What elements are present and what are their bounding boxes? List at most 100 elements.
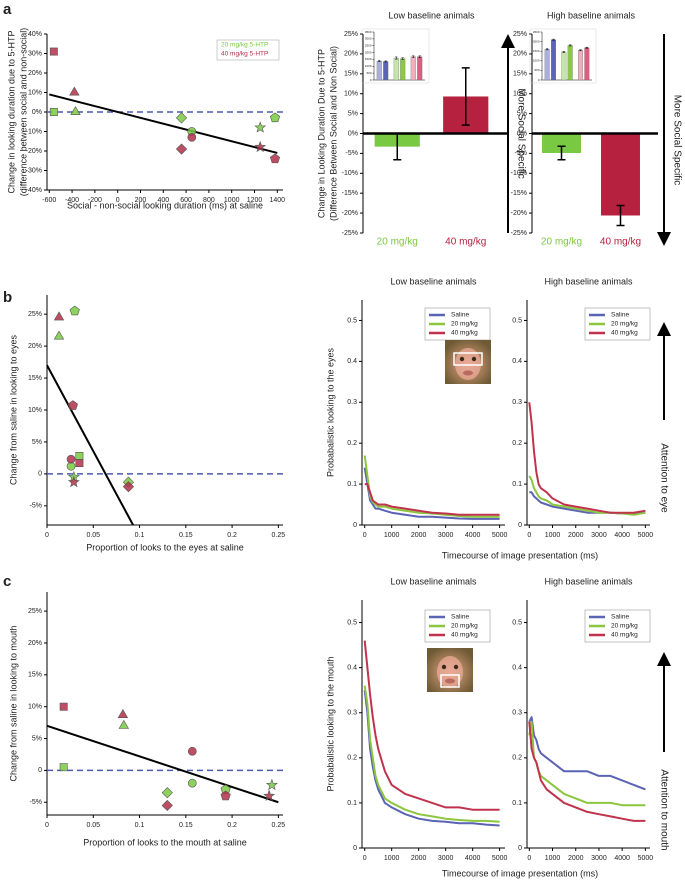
bar bbox=[567, 45, 573, 81]
y-tick-label: 0.4 bbox=[347, 358, 357, 365]
marker bbox=[67, 400, 78, 410]
x-tick-label: 800 bbox=[203, 197, 215, 204]
y-tick-label: -25% bbox=[511, 230, 527, 237]
marker bbox=[53, 311, 65, 321]
y-tick-label: 0 bbox=[518, 845, 522, 852]
y-tick-label: -20% bbox=[342, 210, 358, 217]
y-axis-label: Change in looking duration due to 5-HTP bbox=[6, 30, 16, 193]
marker bbox=[59, 763, 68, 772]
x-tick-label: 3000 bbox=[438, 855, 454, 862]
legend-box bbox=[216, 39, 280, 61]
error-bar bbox=[418, 55, 421, 58]
annotation: Attention to eye bbox=[658, 443, 669, 513]
chart-title: Low baseline animals bbox=[388, 10, 475, 20]
y-tick-label: -10% bbox=[26, 128, 42, 135]
legend-label: 40 mg/kg bbox=[451, 632, 478, 639]
x-tick-label: 0.05 bbox=[86, 822, 100, 829]
x-tick-label: 2000 bbox=[411, 532, 427, 539]
legend-label: Saline bbox=[451, 312, 469, 319]
y-tick-label: 3500 bbox=[365, 30, 372, 34]
inset-frame bbox=[361, 28, 430, 84]
error-bar bbox=[545, 48, 549, 51]
x-tick-label: 0.2 bbox=[227, 532, 237, 539]
y-axis-label: (Difference Between Social and Non Socia… bbox=[328, 46, 338, 221]
x-tick-label: 3000 bbox=[438, 532, 454, 539]
annotation: More Social Specific bbox=[671, 95, 682, 186]
y-tick-label: -5% bbox=[30, 799, 42, 806]
y-tick-label: 25% bbox=[513, 31, 527, 38]
marker bbox=[161, 787, 173, 799]
x-tick-label: 2000 bbox=[568, 855, 584, 862]
y-tick-label: -15% bbox=[342, 190, 358, 197]
bar bbox=[400, 58, 406, 81]
marker bbox=[75, 452, 84, 460]
error-bar bbox=[585, 46, 589, 49]
y-tick-label: 0% bbox=[517, 130, 527, 137]
marker bbox=[117, 708, 129, 718]
y-tick-label: 15% bbox=[28, 375, 42, 382]
y-tick-label: -25% bbox=[342, 230, 358, 237]
legend-label: Saline bbox=[451, 614, 469, 621]
y-tick-label: -5% bbox=[30, 503, 42, 510]
x-tick-label: 1400 bbox=[270, 197, 286, 204]
fit-line bbox=[46, 724, 279, 804]
bar bbox=[410, 56, 416, 81]
x-tick-label: 0 bbox=[45, 532, 49, 539]
y-tick-label: 15% bbox=[28, 672, 42, 679]
y-tick-label: 0.4 bbox=[512, 358, 522, 365]
x-tick-label: 0 bbox=[363, 855, 367, 862]
x-tick-label: 0 bbox=[116, 197, 120, 204]
legend-label: 20 mg/kg bbox=[611, 321, 638, 328]
fit-line bbox=[49, 93, 278, 154]
y-tick-label: 15% bbox=[513, 71, 527, 78]
legend-label: 20 mg/kg bbox=[611, 623, 638, 630]
y-tick-label: 0.2 bbox=[512, 755, 522, 762]
chart-title: High baseline animals bbox=[544, 276, 633, 286]
y-tick-label: 0.5 bbox=[512, 619, 522, 626]
series-line bbox=[363, 467, 500, 520]
y-tick-label: 30% bbox=[28, 50, 42, 57]
y-tick-label: 2500 bbox=[365, 44, 372, 48]
series-line bbox=[363, 690, 500, 827]
legend-label: 20 mg/kg bbox=[451, 321, 478, 328]
x-tick-label: 20 mg/kg bbox=[377, 237, 418, 248]
y-axis-label: Probabalistic looking to the mouth bbox=[325, 656, 335, 791]
roi-box bbox=[440, 674, 460, 688]
y-tick-label: -20% bbox=[26, 148, 42, 155]
x-axis-label: Proportion of looks to the mouth at sali… bbox=[83, 837, 247, 847]
panel-label: a bbox=[3, 1, 12, 18]
x-tick-label: 0.15 bbox=[179, 822, 193, 829]
y-tick-label: 0.5 bbox=[512, 317, 522, 324]
annotation: More Social Specific bbox=[515, 88, 526, 179]
x-tick-label: 0.1 bbox=[135, 822, 145, 829]
arrow-head bbox=[501, 34, 515, 48]
marker bbox=[187, 746, 197, 756]
marker bbox=[254, 121, 267, 133]
y-tick-label: 10% bbox=[344, 91, 358, 98]
y-tick-label: 3000 bbox=[365, 37, 372, 41]
series-line bbox=[363, 685, 500, 823]
legend-label: 40 mg/kg bbox=[611, 632, 638, 639]
y-tick-label: -30% bbox=[26, 167, 42, 174]
x-tick-label: 600 bbox=[180, 197, 192, 204]
y-axis-label: Change from saline in looking to mouth bbox=[8, 625, 18, 781]
x-tick-label: 0.25 bbox=[272, 532, 286, 539]
x-tick-label: 0 bbox=[363, 532, 367, 539]
y-tick-label: 20% bbox=[344, 51, 358, 58]
y-tick-label: -15% bbox=[511, 190, 527, 197]
error-bar bbox=[384, 60, 387, 63]
y-tick-label: 1000 bbox=[365, 64, 372, 68]
y-tick-label: -10% bbox=[342, 170, 358, 177]
x-tick-label: 2000 bbox=[411, 855, 427, 862]
x-axis-label: Timecourse of image presentation (ms) bbox=[442, 868, 598, 878]
legend-label: Saline bbox=[611, 312, 629, 319]
arrow-head bbox=[657, 322, 671, 336]
marker bbox=[265, 778, 278, 791]
marker bbox=[220, 790, 231, 801]
y-axis-label: Change in Looking Duration Due to 5-HTP bbox=[316, 49, 326, 218]
panel-label: c bbox=[3, 573, 11, 590]
y-tick-label: 0.3 bbox=[512, 710, 522, 717]
error-bar bbox=[557, 145, 566, 161]
y-axis-label: (difference between social and non-socia… bbox=[18, 28, 28, 196]
